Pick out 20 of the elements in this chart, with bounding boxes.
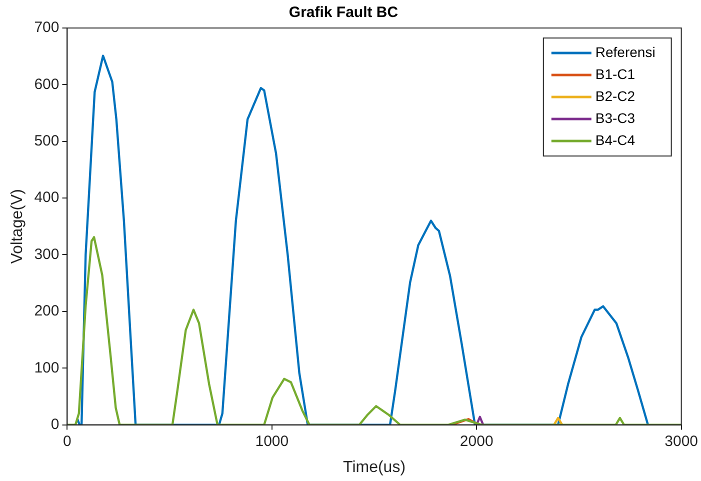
- y-tick-label: 500: [34, 132, 60, 150]
- y-tick-label: 0: [50, 416, 60, 433]
- x-tick-label: 0: [63, 432, 72, 450]
- legend-label: B4-C4: [595, 132, 636, 148]
- y-axis-title: Voltage(V): [9, 189, 26, 264]
- legend-label: B3-C3: [595, 110, 636, 126]
- chart-title: Grafik Fault BC: [288, 4, 398, 22]
- x-tick-label: 2000: [460, 432, 494, 450]
- legend-label: B2-C2: [595, 88, 636, 104]
- y-tick-label: 100: [34, 359, 60, 376]
- x-axis-title: Time(us): [343, 458, 406, 476]
- y-tick-label: 400: [34, 189, 60, 206]
- y-tick-label: 200: [34, 302, 60, 320]
- y-tick-label: 700: [34, 19, 60, 36]
- x-tick-label: 1000: [255, 432, 289, 450]
- y-tick-label: 300: [34, 246, 60, 263]
- legend-label: Referensi: [595, 44, 656, 60]
- x-tick-label: 3000: [664, 432, 698, 450]
- legend-label: B1-C1: [595, 66, 636, 82]
- y-tick-label: 600: [34, 76, 60, 93]
